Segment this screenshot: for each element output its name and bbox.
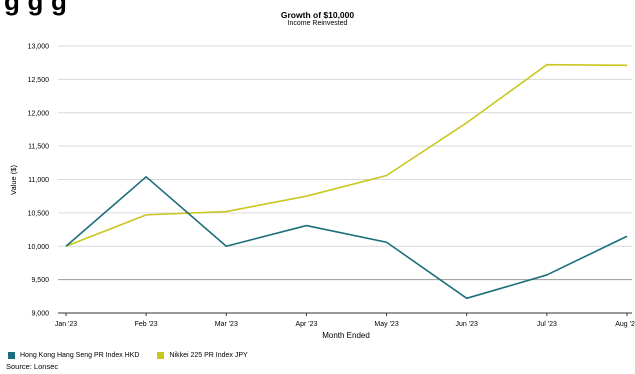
legend-label-nikkei: Nikkei 225 PR Index JPY: [169, 352, 248, 359]
x-axis-label: Month Ended: [322, 331, 370, 340]
legend-item-nikkei: Nikkei 225 PR Index JPY: [157, 352, 248, 359]
y-tick-label: 10,500: [28, 210, 50, 217]
source-note: Source: Lonsec: [6, 362, 59, 371]
x-tick-label: Jan '23: [55, 321, 77, 328]
x-tick-label: Jun '23: [456, 321, 478, 328]
series-line-nikkei: [65, 63, 628, 247]
series-line-hang-seng: [65, 176, 628, 300]
x-tick-label: Jul '23: [537, 321, 557, 328]
x-tick-label: Aug '23: [615, 321, 635, 328]
chart-subtitle: Income Reinvested: [287, 20, 348, 27]
x-tick-label: Apr '23: [295, 321, 317, 328]
series-layer: [65, 63, 628, 300]
x-tick-label: Feb '23: [135, 321, 158, 328]
axis-layer: 9,000 9,500 10,000 10,500 11,000 11,500 12,000…: [28, 44, 635, 329]
line-chart: 9,000 9,500 10,000 10,500 11,000 11,500 12,000…: [9, 44, 635, 341]
x-tick-label: May '23: [374, 321, 398, 328]
y-tick-label: 11,500: [28, 144, 49, 151]
x-tick-label: Mar '23: [215, 321, 238, 328]
y-tick-label: 11,000: [28, 177, 49, 184]
legend-swatch-nikkei: [157, 352, 165, 359]
y-axis-label: Value ($): [9, 165, 18, 195]
y-tick-label: 13,000: [28, 44, 50, 51]
legend-item-hang-seng: Hong Kong Hang Seng PR Index HKD: [8, 352, 139, 359]
y-tick-label: 12,500: [28, 77, 50, 84]
y-tick-label: 9,500: [31, 277, 49, 284]
legend-label-hang-seng: Hong Kong Hang Seng PR Index HKD: [20, 352, 140, 359]
y-tick-label: 9,000: [31, 311, 49, 318]
legend-swatch-hang-seng: [8, 352, 15, 359]
chart-title: Growth of $10,000: [280, 10, 355, 20]
y-tick-label: 12,000: [28, 110, 50, 117]
legend: Hong Kong Hang Seng PR Index HKD Nikkei …: [8, 352, 248, 359]
banner-text: g g g: [4, 0, 68, 16]
y-tick-label: 10,000: [28, 244, 50, 251]
